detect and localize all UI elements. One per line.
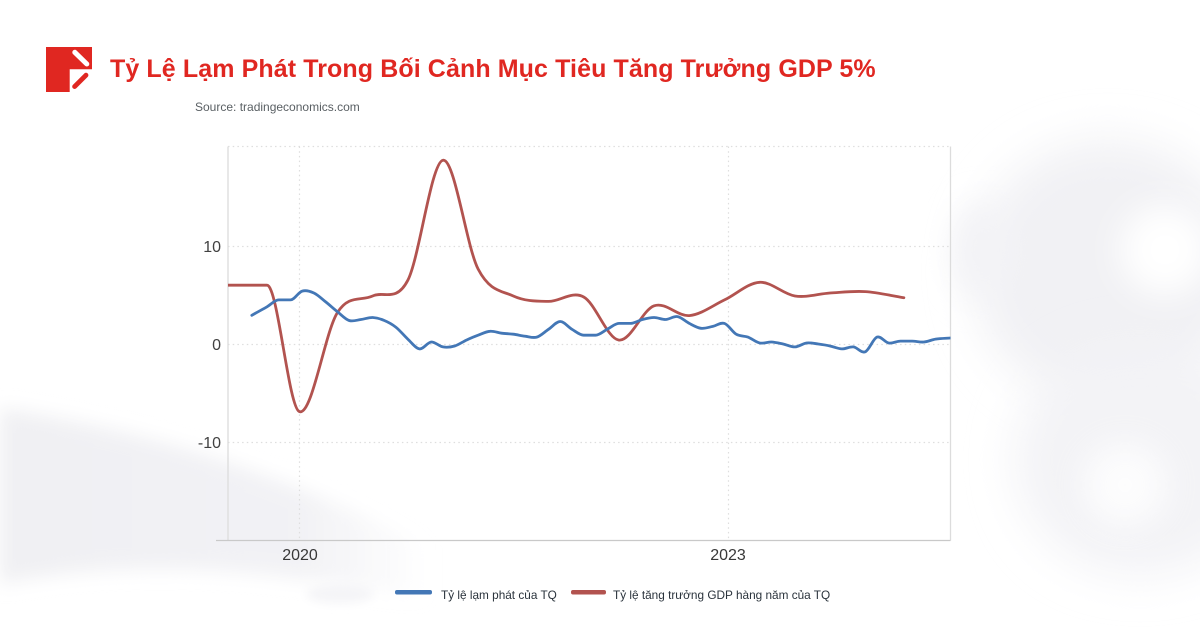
svg-text:0: 0 <box>212 337 221 354</box>
svg-text:2020: 2020 <box>282 547 318 564</box>
svg-text:10: 10 <box>203 239 221 256</box>
svg-text:-10: -10 <box>198 435 221 452</box>
svg-text:2023: 2023 <box>710 547 746 564</box>
